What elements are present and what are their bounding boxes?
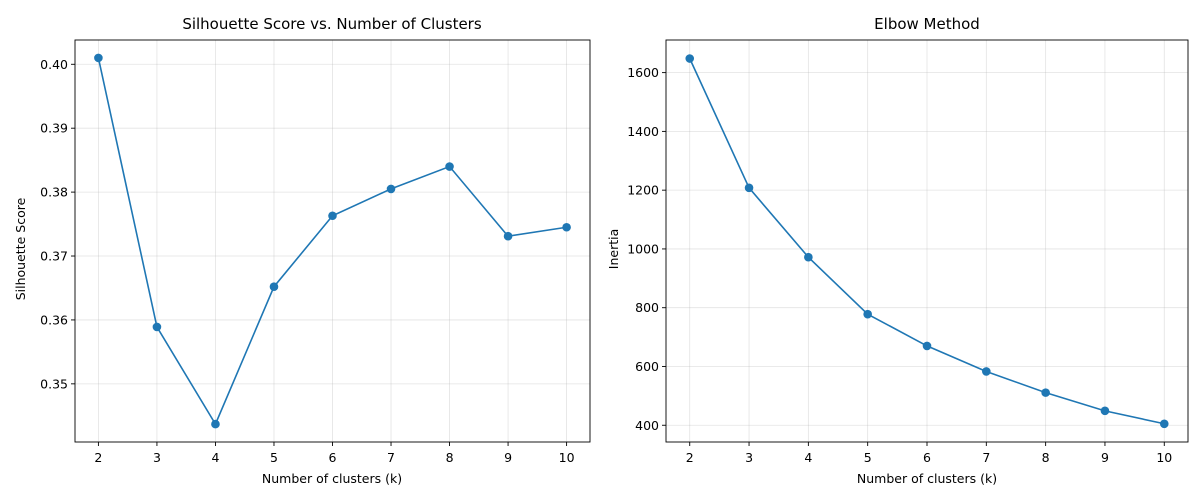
y-tick-label: 1000 (627, 241, 659, 256)
x-tick-label: 8 (446, 450, 454, 465)
y-tick-label: 600 (635, 359, 659, 374)
y-tick-label: 0.35 (40, 376, 68, 391)
x-tick-label: 5 (270, 450, 278, 465)
data-point (804, 252, 813, 262)
x-tick-label: 10 (559, 450, 575, 465)
data-point (1159, 419, 1169, 429)
y-tick-label: 0.36 (40, 312, 68, 327)
x-tick-label: 9 (1101, 450, 1109, 465)
y-tick-label: 0.39 (40, 121, 68, 136)
x-tick-label: 4 (804, 450, 812, 465)
data-point (386, 184, 396, 194)
plot-frame (74, 39, 591, 443)
x-axis-label: Number of clusters (k) (262, 471, 402, 486)
y-tick-label: 400 (635, 418, 659, 433)
data-point (152, 322, 162, 332)
data-point (562, 222, 571, 232)
x-tick-label: 9 (504, 450, 512, 465)
chart-title: Elbow Method (874, 15, 980, 33)
data-point (744, 183, 754, 193)
x-tick-label: 6 (923, 450, 931, 465)
plot-frame (665, 39, 1189, 443)
data-point (94, 53, 103, 63)
y-tick-label: 0.38 (40, 185, 68, 200)
y-tick-label: 1600 (627, 65, 659, 80)
data-point (269, 282, 279, 291)
x-tick-label: 8 (1042, 450, 1050, 465)
y-tick-label: 0.40 (40, 57, 68, 72)
y-tick-label: 0.37 (40, 249, 68, 264)
x-tick-label: 3 (745, 450, 753, 465)
x-tick-label: 4 (211, 450, 219, 465)
data-point (863, 309, 872, 319)
data-point (982, 367, 991, 376)
x-tick-label: 7 (982, 450, 990, 465)
x-tick-label: 2 (94, 450, 102, 465)
data-point (1041, 388, 1050, 397)
data-point (685, 54, 695, 63)
y-axis-label: Silhouette Score (13, 197, 28, 300)
y-tick-label: 800 (635, 300, 659, 315)
elbow-chart: Elbow Method Number of clusters (k) Iner… (606, 15, 1189, 486)
data-point (922, 341, 932, 351)
chart-title: Silhouette Score vs. Number of Clusters (182, 15, 482, 33)
silhouette-chart: Silhouette Score vs. Number of Clusters … (13, 15, 591, 486)
data-point (1100, 406, 1110, 416)
x-tick-label: 2 (686, 450, 694, 465)
x-tick-label: 3 (153, 450, 161, 465)
data-point (445, 162, 454, 171)
x-tick-label: 5 (864, 450, 872, 465)
x-tick-label: 7 (387, 450, 395, 465)
x-tick-label: 10 (1156, 450, 1172, 465)
x-axis-label: Number of clusters (k) (857, 471, 997, 486)
data-point (328, 211, 337, 221)
y-tick-label: 1200 (627, 183, 659, 198)
y-axis-label: Inertia (606, 229, 621, 269)
y-tick-label: 1400 (627, 124, 659, 139)
x-tick-label: 6 (329, 450, 337, 465)
data-point (211, 419, 220, 429)
data-point (503, 231, 513, 241)
